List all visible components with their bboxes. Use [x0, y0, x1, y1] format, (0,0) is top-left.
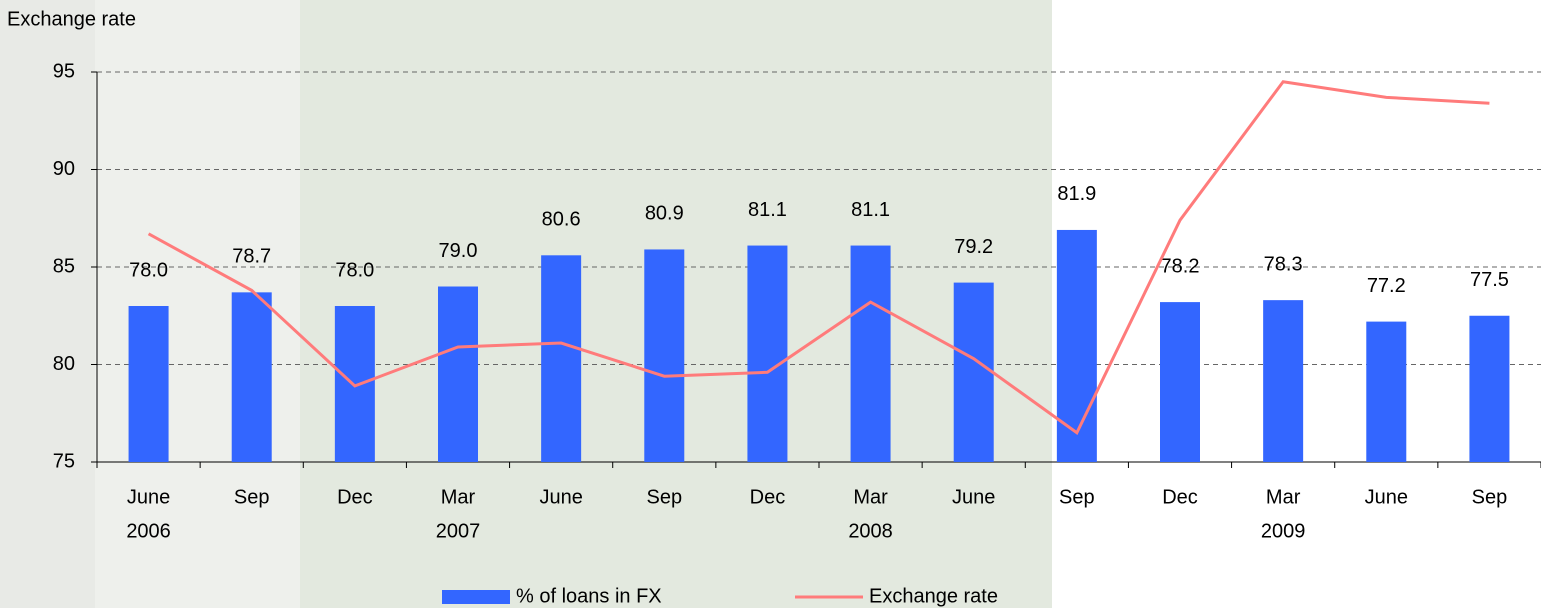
x-tick-label: Mar — [1266, 486, 1301, 508]
data-label: 80.6 — [542, 209, 581, 231]
bar — [231, 292, 272, 462]
line — [147, 80, 1490, 436]
data-label: 81.1 — [748, 199, 787, 221]
x-tick-label: Sep — [234, 486, 270, 508]
y-axis-title: Exchange rate — [7, 8, 136, 30]
bar — [953, 282, 994, 462]
y-tick-label: 85 — [53, 255, 75, 277]
bar — [1160, 302, 1200, 462]
bar — [850, 245, 891, 462]
data-label: 78.0 — [335, 259, 374, 281]
x-tick-label: Dec — [337, 486, 373, 508]
bar — [747, 245, 788, 462]
data-label: 77.5 — [1470, 269, 1509, 291]
y-tick-label: 75 — [53, 450, 75, 472]
background-stripe — [0, 0, 95, 608]
bar — [1263, 300, 1304, 462]
x-tick-label: Sep — [1472, 486, 1508, 508]
x-tick-label: Dec — [1162, 486, 1198, 508]
x-tick-label: Mar — [441, 486, 476, 508]
bar — [1469, 315, 1510, 462]
bar — [541, 255, 582, 462]
data-label: 77.2 — [1367, 275, 1406, 297]
data-label: 78.0 — [129, 259, 168, 281]
x-tick-label: June — [952, 486, 995, 508]
legend-swatch — [442, 590, 510, 604]
data-label: 78.3 — [1264, 253, 1303, 275]
x-tick-label: Mar — [853, 486, 888, 508]
x-tick-label: Dec — [750, 486, 786, 508]
bar — [1056, 229, 1097, 462]
data-label: 80.9 — [645, 203, 684, 225]
x-tick-label: Sep — [646, 486, 682, 508]
data-label: 79.2 — [954, 236, 993, 258]
x-tick-year: 2009 — [1261, 520, 1306, 542]
data-label: 79.0 — [439, 240, 478, 262]
x-tick-label: June — [1365, 486, 1408, 508]
x-tick-year: 2008 — [848, 520, 893, 542]
bar — [644, 249, 685, 462]
x-tick-label: June — [127, 486, 170, 508]
bar — [438, 286, 478, 462]
x-tick-label: Sep — [1059, 486, 1095, 508]
legend-label: Exchange rate — [869, 585, 998, 607]
x-tick-year: 2007 — [436, 520, 481, 542]
y-tick-label: 90 — [53, 158, 75, 180]
legend-label: % of loans in FX — [516, 585, 662, 607]
data-label: 78.7 — [232, 246, 271, 268]
data-label: 81.9 — [1057, 183, 1096, 205]
data-label: 78.2 — [1161, 255, 1200, 277]
y-tick-label: 80 — [53, 353, 75, 375]
x-tick-label: June — [539, 486, 582, 508]
y-tick-label: 95 — [53, 60, 75, 82]
bar — [1366, 321, 1407, 462]
x-tick-year: 2006 — [126, 520, 171, 542]
bar — [128, 306, 169, 462]
data-label: 81.1 — [851, 199, 890, 221]
